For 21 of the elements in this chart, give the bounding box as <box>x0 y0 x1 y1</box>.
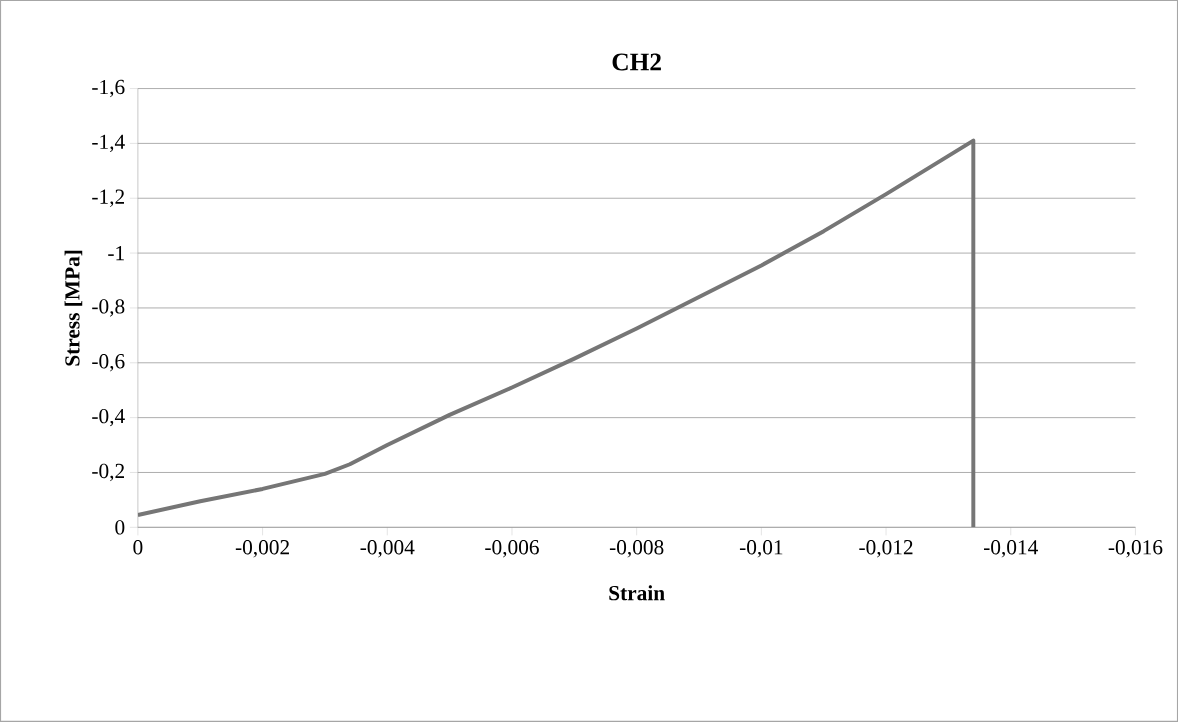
y-tick-label: -1,4 <box>92 134 125 153</box>
x-tick-label: -0,006 <box>485 540 539 558</box>
x-tick-label: -0,016 <box>1108 540 1163 558</box>
y-tick-label: -0,6 <box>92 354 125 372</box>
x-tick-label: -0,008 <box>609 540 664 558</box>
y-axis-title: Stress [MPa] <box>64 250 83 366</box>
y-tick-label: -0,4 <box>92 408 125 427</box>
x-tick-label: -0,01 <box>739 540 783 558</box>
x-tick-label: -0,014 <box>983 540 1038 558</box>
y-tick-label: -1 <box>108 246 124 261</box>
y-tick-label: -1,2 <box>92 189 124 207</box>
x-tick-label: -0,004 <box>360 540 415 558</box>
y-tick-label: 0 <box>115 520 125 535</box>
y-tick-label: -1,6 <box>92 79 125 98</box>
x-tick-label: -0,012 <box>859 540 913 558</box>
x-axis-title: Strain <box>609 585 665 601</box>
chart-title: CH2 <box>612 53 661 71</box>
x-tick-label: 0 <box>133 540 143 555</box>
y-tick-label: -0,8 <box>92 299 125 317</box>
y-tick-label: -0,2 <box>92 463 124 482</box>
x-tick-label: -0,002 <box>235 540 289 558</box>
